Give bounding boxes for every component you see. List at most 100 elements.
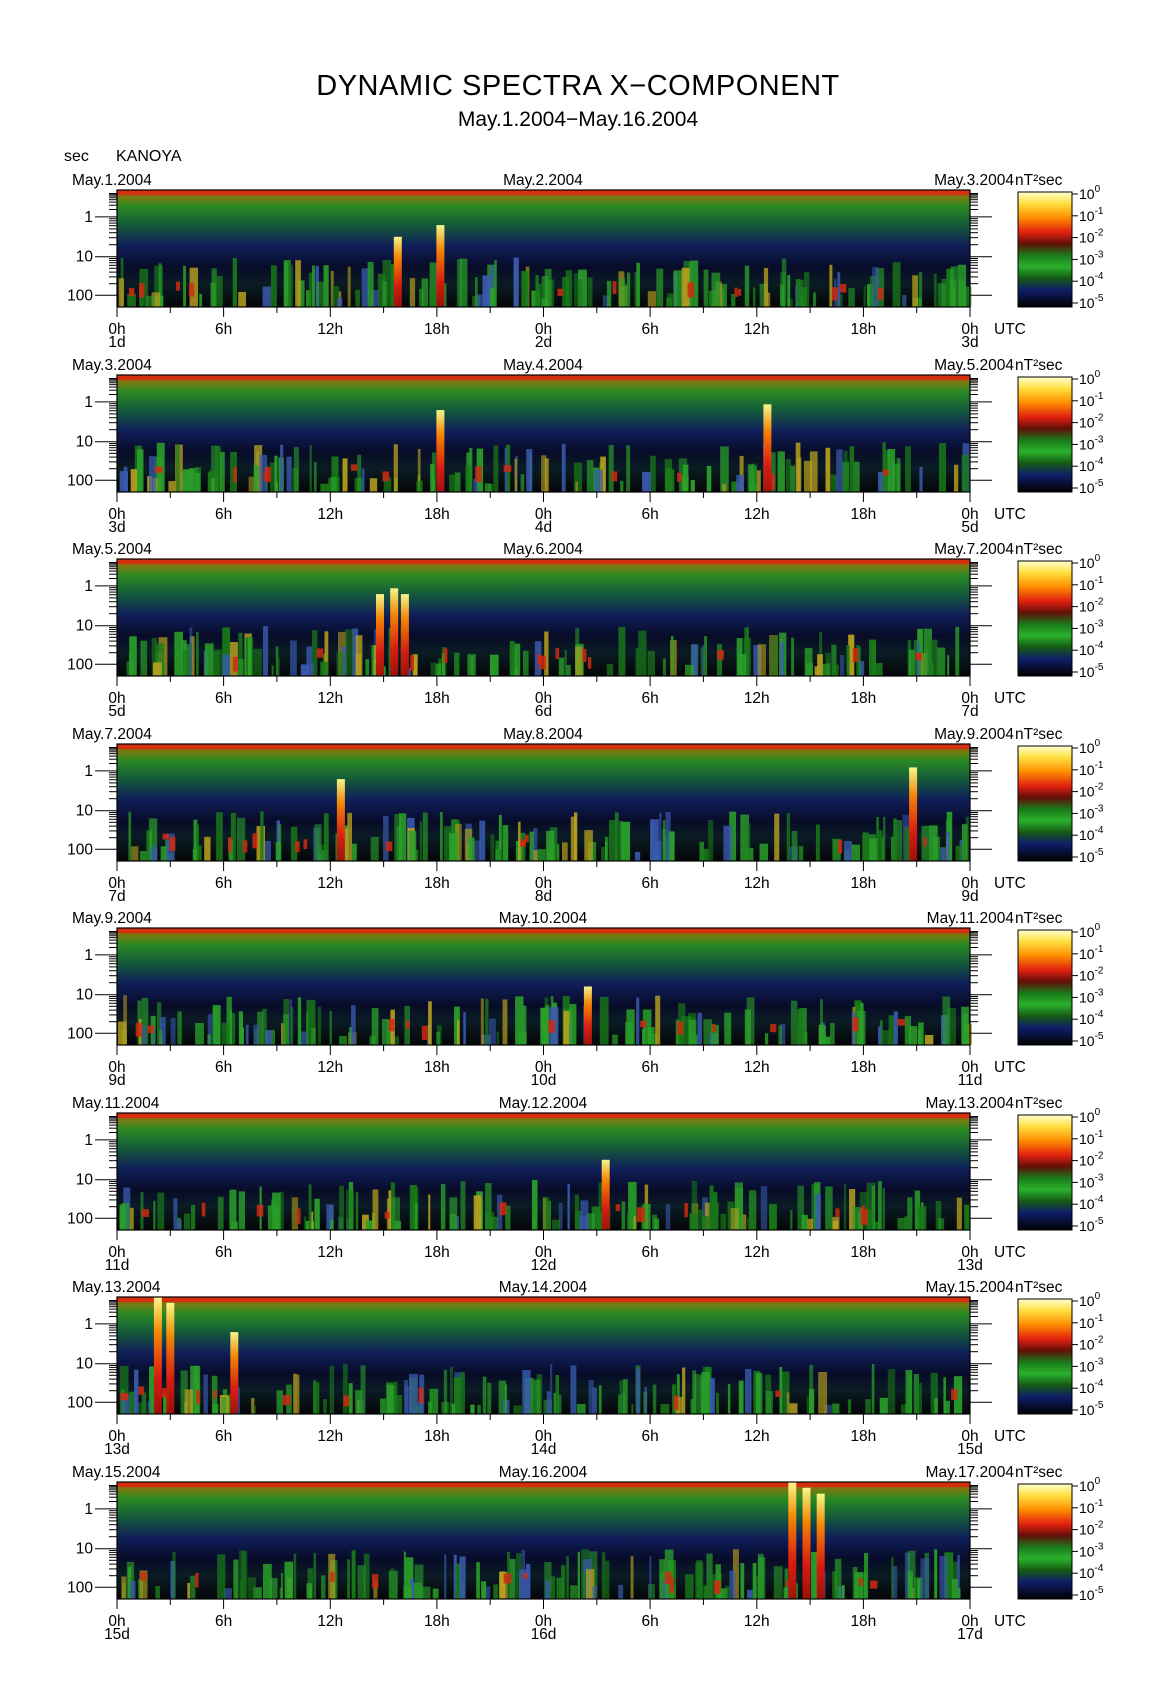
- activity-blob: [504, 1384, 508, 1414]
- activity-blob: [956, 1197, 962, 1230]
- colorbar: [1017, 745, 1073, 862]
- activity-blob: [139, 851, 148, 861]
- activity-blob: [633, 1215, 636, 1230]
- activity-blob: [175, 444, 180, 492]
- activity-blob: [797, 1009, 804, 1045]
- activity-blob: [328, 478, 331, 492]
- activity-blob: [212, 651, 220, 676]
- activity-spot: [882, 469, 889, 476]
- activity-blob: [897, 1217, 906, 1230]
- activity-blob: [804, 460, 813, 492]
- activity-blob: [843, 841, 852, 861]
- activity-blob: [441, 1401, 449, 1414]
- activity-blob: [253, 1024, 259, 1045]
- activity-blob: [421, 278, 429, 307]
- spectra-top-band: [117, 1297, 970, 1302]
- activity-blob: [691, 644, 698, 676]
- activity-blob: [896, 458, 901, 492]
- panel-date-left: May.3.2004: [72, 357, 152, 374]
- activity-blob: [724, 1012, 732, 1045]
- activity-blob: [306, 1583, 312, 1599]
- activity-blob: [744, 265, 750, 307]
- x-tick-label: 18h: [850, 321, 876, 338]
- activity-blob: [238, 291, 246, 307]
- activity-blob: [355, 1192, 359, 1230]
- activity-blob: [444, 826, 452, 861]
- activity-blob: [642, 1009, 652, 1045]
- activity-blob: [805, 662, 814, 676]
- activity-blob: [449, 833, 458, 861]
- activity-blob: [173, 1198, 178, 1230]
- activity-blob: [942, 996, 951, 1045]
- activity-blob: [518, 832, 526, 861]
- activity-blob: [963, 1026, 967, 1045]
- x-tick-label: 12h: [317, 690, 343, 707]
- activity-blob: [199, 293, 203, 307]
- activity-blob: [300, 664, 309, 676]
- activity-blob: [665, 811, 671, 861]
- activity-blob: [155, 643, 164, 676]
- spectra-event: [802, 1487, 811, 1599]
- activity-blob: [409, 1373, 418, 1414]
- activity-blob: [704, 1202, 710, 1230]
- spectra-event: [393, 236, 402, 307]
- activity-blob: [253, 1587, 262, 1599]
- x-tick-label: 6h: [215, 690, 232, 707]
- activity-blob: [440, 812, 443, 861]
- activity-blob: [237, 658, 244, 676]
- activity-blob: [598, 1182, 604, 1230]
- activity-blob: [219, 451, 225, 492]
- activity-blob: [804, 648, 813, 676]
- activity-blob: [127, 293, 136, 307]
- activity-blob: [148, 818, 158, 861]
- activity-blob: [129, 1580, 136, 1599]
- day-label-start: 11d: [105, 1257, 130, 1274]
- activity-spot: [582, 648, 587, 662]
- activity-blob: [229, 1189, 237, 1230]
- activity-blob: [747, 464, 754, 492]
- activity-blob: [160, 846, 168, 861]
- activity-blob: [671, 636, 674, 676]
- activity-blob: [866, 1182, 876, 1230]
- activity-blob: [757, 1553, 764, 1599]
- activity-blob: [669, 831, 675, 861]
- activity-blob: [807, 1218, 814, 1230]
- activity-blob: [904, 826, 913, 861]
- colorbar-tick-label: 10-2: [1079, 597, 1104, 615]
- spectra-activity: [119, 442, 970, 492]
- activity-blob: [182, 469, 191, 492]
- activity-spot: [264, 467, 271, 482]
- activity-blob: [260, 811, 264, 861]
- activity-blob: [689, 1213, 699, 1230]
- activity-blob: [316, 281, 324, 307]
- panel-date-right: May.5.2004: [934, 357, 1014, 374]
- activity-blob: [380, 1398, 388, 1414]
- activity-blob: [675, 1396, 683, 1414]
- activity-blob: [417, 448, 421, 492]
- activity-blob: [780, 284, 785, 307]
- activity-blob: [809, 451, 818, 492]
- activity-blob: [317, 1006, 322, 1045]
- activity-blob: [284, 1561, 294, 1599]
- activity-blob: [485, 1183, 492, 1230]
- activity-blob: [849, 446, 855, 492]
- activity-blob: [558, 1203, 563, 1230]
- activity-blob: [405, 1386, 412, 1414]
- activity-spot: [406, 1020, 410, 1029]
- spectra-event: [601, 1159, 610, 1230]
- activity-blob: [151, 637, 158, 676]
- panel-date-mid: May.12.2004: [499, 1095, 588, 1112]
- activity-blob: [270, 265, 277, 307]
- x-tick-label: 6h: [642, 1059, 659, 1076]
- activity-blob: [908, 649, 915, 676]
- activity-blob: [902, 295, 907, 307]
- activity-blob: [189, 627, 193, 676]
- activity-blob: [289, 999, 292, 1045]
- activity-blob: [245, 1024, 249, 1045]
- activity-blob: [127, 1566, 132, 1599]
- activity-spot: [343, 1395, 350, 1407]
- colorbar: [1017, 1298, 1073, 1415]
- activity-blob: [860, 1003, 864, 1045]
- activity-blob: [347, 266, 351, 307]
- activity-blob: [519, 1569, 527, 1599]
